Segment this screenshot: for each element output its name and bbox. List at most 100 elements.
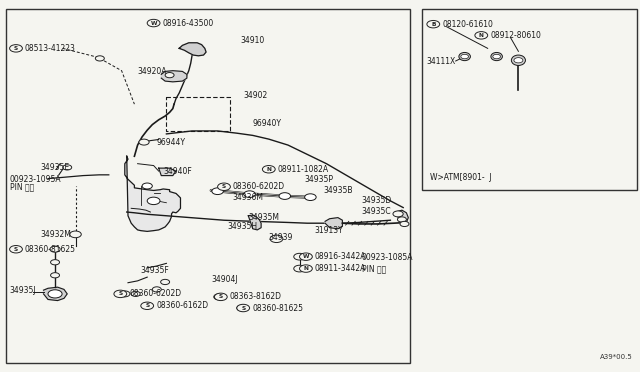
Text: 34935F: 34935F <box>141 266 170 275</box>
Text: W: W <box>150 20 157 26</box>
Text: S: S <box>118 291 122 296</box>
Circle shape <box>397 217 406 222</box>
Text: N: N <box>303 266 308 271</box>
Text: N: N <box>479 33 484 38</box>
Polygon shape <box>161 71 187 82</box>
Text: 34936M: 34936M <box>232 193 263 202</box>
Circle shape <box>214 293 227 301</box>
Circle shape <box>147 19 160 27</box>
Polygon shape <box>396 210 408 225</box>
Text: B: B <box>431 22 435 27</box>
Text: 34111X: 34111X <box>427 57 456 65</box>
Circle shape <box>305 194 316 201</box>
Text: PIN ピン: PIN ピン <box>10 182 34 191</box>
Text: 00923-1095A: 00923-1095A <box>10 175 61 184</box>
Circle shape <box>51 273 60 278</box>
Circle shape <box>51 260 60 265</box>
Circle shape <box>161 279 170 285</box>
Text: 34935B: 34935B <box>324 186 353 195</box>
Text: S: S <box>222 184 226 189</box>
Ellipse shape <box>511 55 525 65</box>
Circle shape <box>165 73 174 78</box>
Text: 08363-8162D: 08363-8162D <box>230 292 282 301</box>
Circle shape <box>237 305 247 311</box>
Text: 96940Y: 96940Y <box>253 119 282 128</box>
Circle shape <box>262 166 275 173</box>
Circle shape <box>300 253 312 260</box>
Text: S: S <box>14 46 18 51</box>
Circle shape <box>142 303 152 309</box>
Circle shape <box>493 54 500 59</box>
Text: S: S <box>241 305 245 311</box>
Circle shape <box>120 291 130 297</box>
Circle shape <box>48 290 62 298</box>
Text: 96944Y: 96944Y <box>157 138 186 147</box>
Text: 34935P: 34935P <box>305 175 333 184</box>
Text: 08360-81625: 08360-81625 <box>25 245 76 254</box>
Circle shape <box>141 302 154 310</box>
Text: S: S <box>14 247 18 252</box>
Polygon shape <box>325 218 342 229</box>
Circle shape <box>131 291 140 296</box>
Text: 00923-1085A: 00923-1085A <box>362 253 413 262</box>
Ellipse shape <box>459 52 470 61</box>
Polygon shape <box>125 156 180 231</box>
Text: 34939: 34939 <box>269 233 293 242</box>
Circle shape <box>244 191 255 198</box>
Text: 08360-6202D: 08360-6202D <box>129 289 181 298</box>
Text: 34935D: 34935D <box>362 196 392 205</box>
Text: 34935H: 34935H <box>227 222 257 231</box>
Text: 34935M: 34935M <box>248 213 279 222</box>
Circle shape <box>427 20 440 28</box>
Polygon shape <box>248 215 261 230</box>
Text: PIN ピン: PIN ピン <box>362 264 386 273</box>
Text: 34935E: 34935E <box>40 163 70 172</box>
Circle shape <box>237 304 250 312</box>
Circle shape <box>152 287 161 292</box>
Circle shape <box>294 265 305 272</box>
Text: 34904J: 34904J <box>211 275 238 284</box>
Circle shape <box>95 56 104 61</box>
Text: W: W <box>303 254 309 259</box>
Circle shape <box>218 183 230 190</box>
Text: 34940F: 34940F <box>163 167 192 176</box>
Circle shape <box>294 253 305 260</box>
Circle shape <box>461 54 468 59</box>
Circle shape <box>214 294 224 300</box>
Text: 34935C: 34935C <box>362 207 391 216</box>
Text: 08513-41223: 08513-41223 <box>25 44 76 53</box>
Ellipse shape <box>491 52 502 61</box>
Text: 08911-1082A: 08911-1082A <box>278 165 329 174</box>
Text: S: S <box>219 294 223 299</box>
Text: 08120-61610: 08120-61610 <box>442 20 493 29</box>
Text: 08360-81625: 08360-81625 <box>252 304 303 312</box>
Polygon shape <box>159 168 176 176</box>
Circle shape <box>50 246 60 252</box>
Circle shape <box>10 246 22 253</box>
Circle shape <box>63 165 72 170</box>
Circle shape <box>114 290 127 298</box>
Text: 08912-80610: 08912-80610 <box>490 31 541 40</box>
Circle shape <box>147 197 160 205</box>
Text: 08916-43500: 08916-43500 <box>163 19 214 28</box>
Circle shape <box>300 265 312 272</box>
Circle shape <box>393 211 403 217</box>
Text: 34902: 34902 <box>243 92 268 100</box>
Polygon shape <box>44 287 67 301</box>
Circle shape <box>139 139 149 145</box>
Circle shape <box>279 193 291 199</box>
Text: N: N <box>266 167 271 172</box>
Circle shape <box>70 231 81 238</box>
Text: 34920A: 34920A <box>138 67 167 76</box>
Text: S: S <box>145 303 149 308</box>
Circle shape <box>212 188 223 195</box>
Circle shape <box>400 221 409 227</box>
Circle shape <box>475 32 488 39</box>
Text: W>ATM[8901-  J: W>ATM[8901- J <box>430 173 492 182</box>
Circle shape <box>514 58 523 63</box>
Bar <box>6 9 410 363</box>
Text: 08360-6162D: 08360-6162D <box>156 301 208 310</box>
Text: 31913Y: 31913Y <box>315 226 344 235</box>
Circle shape <box>270 235 283 243</box>
Bar <box>422 9 637 190</box>
